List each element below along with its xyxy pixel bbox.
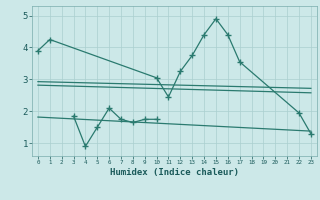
X-axis label: Humidex (Indice chaleur): Humidex (Indice chaleur) (110, 168, 239, 177)
